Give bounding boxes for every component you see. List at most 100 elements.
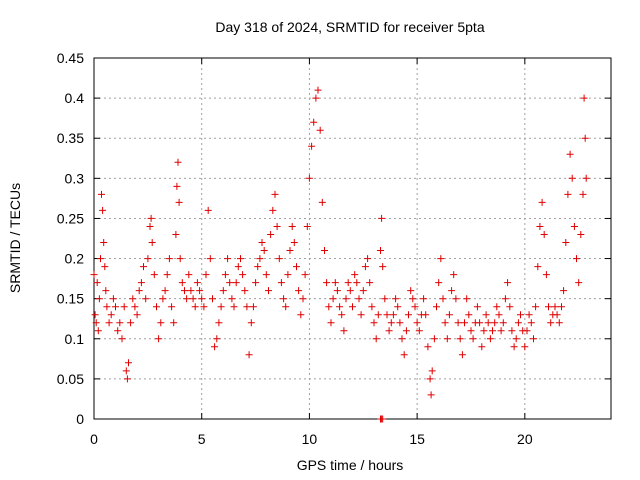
data-point bbox=[316, 126, 324, 134]
data-point bbox=[129, 295, 137, 303]
data-point bbox=[349, 303, 356, 311]
data-point bbox=[299, 295, 307, 303]
data-point bbox=[540, 231, 548, 238]
data-point bbox=[435, 279, 443, 287]
data-point bbox=[387, 319, 395, 327]
x-tick-label: 5 bbox=[198, 431, 206, 447]
data-point bbox=[411, 303, 419, 311]
data-point bbox=[336, 303, 344, 311]
data-point bbox=[178, 279, 186, 287]
data-point bbox=[333, 287, 341, 295]
data-point bbox=[140, 263, 147, 271]
data-point bbox=[510, 343, 518, 351]
y-tick-label: 0.35 bbox=[57, 130, 84, 146]
data-point bbox=[170, 319, 178, 327]
data-point bbox=[176, 255, 184, 263]
data-point bbox=[482, 311, 490, 319]
data-point bbox=[545, 303, 552, 311]
data-point bbox=[491, 319, 499, 327]
data-point bbox=[131, 303, 139, 311]
data-point bbox=[439, 295, 447, 303]
data-point bbox=[92, 319, 100, 327]
data-point bbox=[551, 303, 559, 311]
data-point bbox=[377, 247, 384, 254]
data-point bbox=[327, 319, 335, 327]
data-point bbox=[271, 190, 279, 198]
data-point bbox=[153, 303, 160, 311]
data-point bbox=[415, 327, 423, 335]
data-point bbox=[245, 351, 253, 359]
data-point bbox=[90, 271, 98, 279]
data-point bbox=[532, 303, 540, 311]
data-point bbox=[501, 295, 509, 303]
y-tick-label: 0.25 bbox=[57, 210, 84, 226]
x-tick-label: 0 bbox=[90, 431, 98, 447]
y-tick-label: 0.45 bbox=[57, 50, 84, 66]
data-point bbox=[506, 303, 514, 311]
data-point bbox=[260, 247, 268, 254]
data-point bbox=[424, 343, 432, 351]
x-tick-label: 20 bbox=[517, 431, 533, 447]
data-point bbox=[575, 279, 583, 287]
data-point bbox=[582, 174, 590, 182]
data-point bbox=[484, 319, 492, 327]
y-tick-label: 0 bbox=[76, 411, 84, 427]
data-point bbox=[226, 279, 234, 287]
data-point bbox=[120, 303, 128, 311]
data-point bbox=[521, 343, 529, 351]
data-point bbox=[249, 303, 257, 311]
data-point bbox=[193, 279, 201, 287]
data-point bbox=[137, 279, 145, 287]
data-point bbox=[147, 214, 155, 222]
data-point bbox=[112, 303, 119, 311]
data-point bbox=[392, 295, 400, 303]
data-point bbox=[443, 335, 451, 343]
data-point bbox=[252, 279, 260, 287]
data-point bbox=[174, 158, 182, 166]
data-point bbox=[282, 303, 290, 311]
data-point bbox=[204, 206, 212, 214]
data-point bbox=[497, 327, 505, 335]
x-tick-label: 10 bbox=[302, 431, 318, 447]
data-point bbox=[198, 295, 206, 303]
data-point bbox=[175, 198, 183, 206]
data-point bbox=[290, 239, 298, 246]
data-point bbox=[161, 287, 169, 295]
data-point bbox=[389, 311, 397, 319]
data-point bbox=[91, 311, 99, 319]
data-point bbox=[340, 327, 348, 335]
data-point bbox=[493, 303, 501, 311]
data-point bbox=[224, 255, 232, 263]
data-point bbox=[135, 287, 143, 295]
data-point bbox=[243, 303, 251, 311]
data-point bbox=[303, 223, 311, 230]
data-point bbox=[383, 311, 391, 319]
data-point bbox=[297, 311, 305, 319]
data-point bbox=[558, 303, 565, 311]
data-point bbox=[230, 303, 238, 311]
data-point bbox=[256, 255, 264, 263]
data-point bbox=[478, 343, 486, 351]
axis-ticks: 0 0.05 0.1 0.15 0.2 0.25 0.3 0.35 0.4 0.45 0 5 10 15 2… bbox=[57, 50, 611, 447]
y-tick-label: 0.3 bbox=[65, 170, 85, 186]
data-point bbox=[374, 311, 382, 319]
data-point bbox=[183, 295, 191, 303]
data-point bbox=[185, 271, 193, 279]
data-point bbox=[308, 142, 316, 150]
data-point bbox=[379, 415, 387, 423]
data-point bbox=[461, 319, 468, 327]
data-point bbox=[232, 279, 240, 287]
data-point bbox=[239, 271, 247, 279]
data-point bbox=[514, 319, 522, 327]
data-point bbox=[102, 287, 110, 295]
data-point bbox=[105, 319, 113, 327]
y-tick-label: 0.1 bbox=[65, 331, 85, 347]
data-point bbox=[163, 271, 171, 279]
data-point bbox=[94, 327, 102, 335]
data-point bbox=[353, 279, 361, 287]
data-point bbox=[450, 271, 458, 279]
data-point bbox=[146, 223, 154, 230]
data-point bbox=[364, 255, 372, 263]
data-point bbox=[234, 263, 242, 271]
data-point bbox=[103, 303, 111, 311]
